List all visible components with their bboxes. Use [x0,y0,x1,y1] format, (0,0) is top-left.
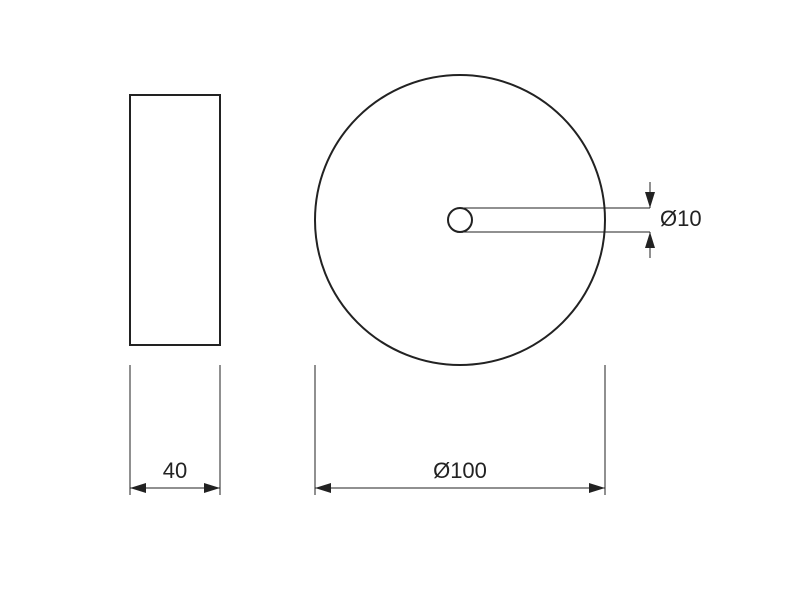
side-view-rect [130,95,220,345]
dim-diameter-outer-label: Ø100 [433,458,487,483]
dim-diameter-inner-label: Ø10 [660,206,702,231]
dim-width-label: 40 [163,458,187,483]
front-view-inner-circle [448,208,472,232]
front-view-outer-circle [315,75,605,365]
